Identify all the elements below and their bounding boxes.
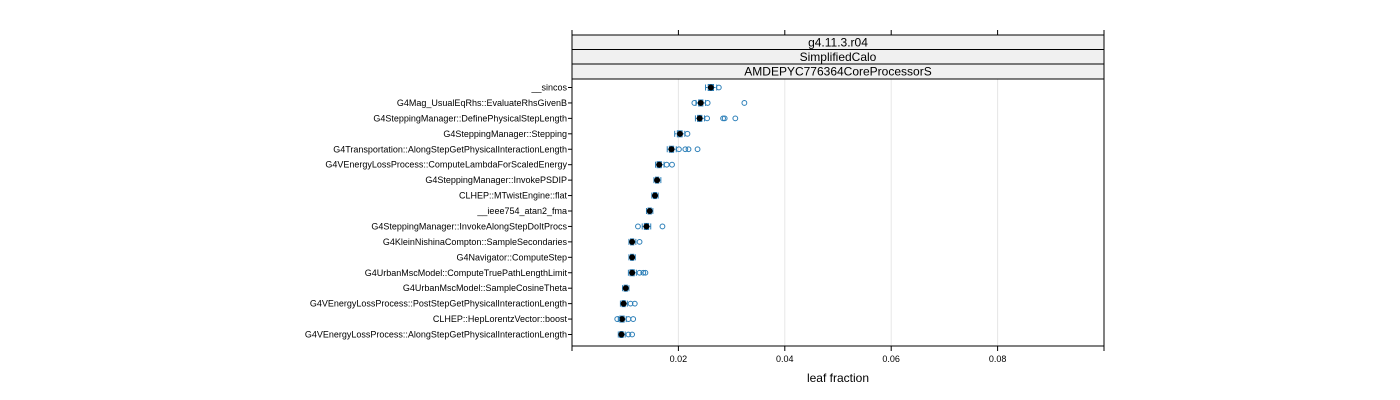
outlier-point xyxy=(682,146,689,153)
outlier-point xyxy=(629,331,636,338)
median-dot xyxy=(646,208,653,214)
median-dot xyxy=(668,146,675,153)
outlier-point xyxy=(732,115,739,122)
outlier-point xyxy=(721,115,728,122)
median-dot xyxy=(676,130,683,137)
strip-top-label: g4.11.3.r04 xyxy=(808,36,868,50)
median-dot xyxy=(643,223,650,230)
outlier-point xyxy=(685,146,692,153)
box-5 xyxy=(666,145,701,153)
boxes xyxy=(614,84,748,338)
median-dot xyxy=(696,115,703,122)
strip-middle: SimplifiedCalo xyxy=(571,49,1105,65)
strip-bottom-label: AMDEPYC776364CoreProcessorS xyxy=(744,65,931,79)
category-label: __sincos xyxy=(530,83,567,93)
median-dot xyxy=(619,316,626,323)
outlier-point xyxy=(642,269,649,276)
category-label: G4UrbanMscModel::ComputeTruePathLengthLi… xyxy=(365,268,568,278)
median-dot xyxy=(629,254,636,261)
axes: 0.02 0.04 0.06 0.08 xyxy=(568,30,1105,364)
outlier-point xyxy=(741,100,748,106)
box-14 xyxy=(622,284,630,292)
box-1 xyxy=(705,84,722,91)
outlier-point xyxy=(614,316,621,322)
category-label: G4VEnergyLossProcess::ComputeLambdaForSc… xyxy=(325,160,567,170)
category-label: CLHEP::HepLorentzVector::boost xyxy=(433,314,568,324)
outlier-point xyxy=(669,161,675,168)
box-13 xyxy=(627,269,649,277)
category-label: __ieee754_atan2_fma xyxy=(476,206,567,216)
outlier-point xyxy=(635,223,641,230)
box-9 xyxy=(645,207,654,215)
x-tick-label: 0.08 xyxy=(989,354,1007,364)
box-6 xyxy=(655,161,675,169)
x-tick-label: 0.04 xyxy=(776,354,794,364)
outlier-point xyxy=(636,238,643,245)
category-label: G4KleinNishinaCompton::SampleSecondaries xyxy=(383,237,568,247)
category-label: G4SteppingManager::Stepping xyxy=(443,129,567,139)
median-dot xyxy=(654,177,661,184)
box-8 xyxy=(651,192,659,200)
category-label: CLHEP::MTwistEngine::flat xyxy=(459,191,568,201)
category-label: G4SteppingManager::DefinePhysicalStepLen… xyxy=(373,113,567,123)
outlier-point xyxy=(625,331,632,338)
box-7 xyxy=(653,176,662,184)
median-dot xyxy=(656,161,663,168)
outlier-point xyxy=(630,316,637,322)
strip-top: g4.11.3.r04 xyxy=(571,34,1105,50)
strip-bottom-bg xyxy=(571,63,1105,80)
median-dot xyxy=(620,300,627,307)
median-dot xyxy=(622,285,629,292)
category-label: G4SteppingManager::InvokePSDIP xyxy=(425,175,567,185)
category-labels: __sincosG4Mag_UsualEqRhs::EvaluateRhsGiv… xyxy=(305,83,568,340)
outlier-point xyxy=(663,161,670,168)
outlier-point xyxy=(715,84,722,91)
outlier-point xyxy=(659,223,666,230)
box-11 xyxy=(628,238,643,246)
box-15 xyxy=(619,300,638,308)
category-label: G4Navigator::ComputeStep xyxy=(456,252,567,262)
outlier-point xyxy=(704,115,711,122)
category-label: G4VEnergyLossProcess::AlongStepGetPhysic… xyxy=(305,330,567,340)
x-tick-label: 0.06 xyxy=(882,354,900,364)
box-12 xyxy=(628,253,636,261)
gridlines xyxy=(677,79,999,346)
outlier-point xyxy=(676,146,682,153)
box-10 xyxy=(635,222,666,230)
box-3 xyxy=(694,114,739,122)
median-dot xyxy=(707,84,714,91)
outlier-point xyxy=(691,100,698,106)
box-2 xyxy=(691,99,748,107)
median-dot xyxy=(629,269,636,276)
outlier-point xyxy=(636,269,643,276)
outlier-point xyxy=(627,300,634,307)
median-dot xyxy=(697,99,704,106)
median-dot xyxy=(651,192,658,199)
x-axis-title: leaf fraction xyxy=(807,371,869,385)
outlier-point xyxy=(684,130,691,137)
box-17 xyxy=(617,331,636,338)
median-dot xyxy=(618,331,625,338)
category-label: G4SteppingManager::InvokeAlongStepDoItPr… xyxy=(371,221,567,231)
category-label: G4UrbanMscModel::SampleCosineTheta xyxy=(403,283,567,293)
category-label: G4VEnergyLossProcess::PostStepGetPhysica… xyxy=(310,299,567,309)
strip-middle-label: SimplifiedCalo xyxy=(800,50,877,64)
outlier-point xyxy=(694,146,701,153)
outlier-point xyxy=(640,269,647,276)
outlier-point xyxy=(704,100,711,106)
category-label: G4Transportation::AlongStepGetPhysicalIn… xyxy=(333,144,567,154)
box-4 xyxy=(674,130,691,138)
outlier-point xyxy=(631,300,638,307)
x-tick-label: 0.02 xyxy=(670,354,688,364)
box-16 xyxy=(614,315,637,323)
category-label: G4Mag_UsualEqRhs::EvaluateRhsGivenB xyxy=(397,98,567,108)
median-dot xyxy=(629,238,636,245)
strip-bottom: AMDEPYC776364CoreProcessorS xyxy=(571,63,1105,80)
